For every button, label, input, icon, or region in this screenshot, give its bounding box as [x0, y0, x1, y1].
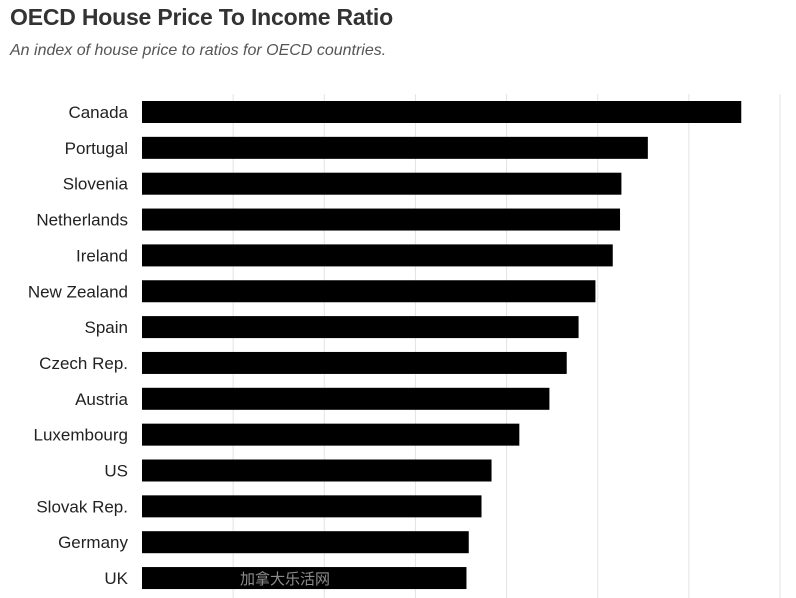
category-label: Portugal: [65, 139, 128, 158]
category-label: Czech Rep.: [39, 354, 128, 373]
chart-title: OECD House Price To Income Ratio: [10, 4, 393, 30]
category-label: Austria: [75, 390, 128, 409]
bar-czech-rep: [142, 351, 567, 374]
watermark-text: 加拿大乐活网: [240, 570, 331, 588]
category-label: Germany: [58, 533, 128, 552]
category-label: New Zealand: [28, 282, 128, 301]
bar-uk: [142, 567, 467, 590]
bar-netherlands: [142, 208, 621, 231]
category-label: Netherlands: [36, 211, 128, 230]
category-label: Canada: [68, 103, 128, 122]
bar-portugal: [142, 136, 648, 159]
bar-canada: [142, 101, 742, 123]
category-label: Ireland: [76, 246, 128, 265]
category-labels: Canada Portugal Slovenia Netherlands Ireland…: [28, 103, 129, 588]
category-label: UK: [104, 569, 128, 588]
category-label: Luxembourg: [33, 426, 128, 445]
bars: [142, 101, 742, 590]
chart-subtitle: An index of house price to ratios for OE…: [10, 42, 387, 59]
category-label: Spain: [85, 318, 128, 337]
bar-luxembourg: [142, 423, 520, 446]
bar-slovenia: [142, 172, 622, 195]
bar-austria: [142, 387, 550, 410]
bar-ireland: [142, 244, 613, 267]
bar-germany: [142, 531, 469, 554]
bar-spain: [142, 316, 579, 339]
category-label: Slovak Rep.: [36, 497, 128, 516]
grid-lines: [232, 94, 781, 598]
bar-slovak-rep: [142, 495, 482, 518]
bar-new-zealand: [142, 280, 596, 303]
bar-us: [142, 459, 492, 482]
category-label: Slovenia: [63, 175, 129, 194]
category-label: US: [104, 462, 128, 481]
